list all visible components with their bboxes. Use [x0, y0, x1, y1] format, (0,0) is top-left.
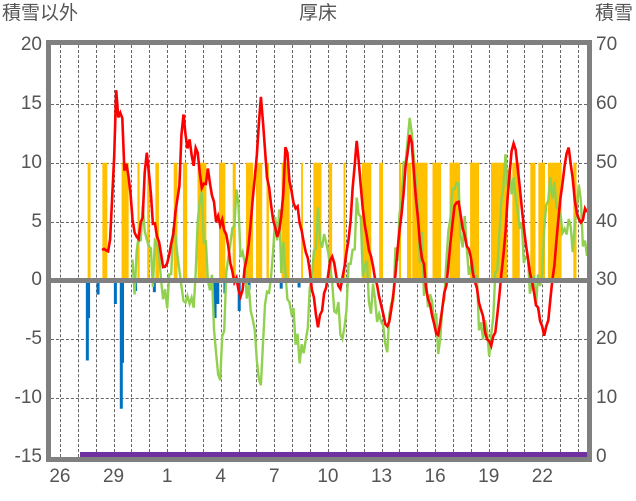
chart-title: 厚床 [298, 3, 337, 24]
gridline-vertical [488, 45, 490, 457]
gridline-vertical [131, 45, 133, 457]
y-tick-left: -10 [14, 387, 42, 409]
x-tick: 10 [317, 466, 339, 487]
y-tick-left: 10 [20, 151, 42, 173]
plot-area [46, 40, 592, 462]
y-tick-right: 20 [596, 328, 618, 350]
x-tick: 19 [478, 466, 500, 487]
x-tick: 29 [102, 466, 125, 487]
y-tick-right: 70 [596, 34, 618, 55]
data-series-layer [85, 90, 587, 409]
gridline-vertical [77, 45, 79, 457]
gridline-horizontal [51, 398, 587, 400]
left-axis-title: 積雪以外 [2, 3, 79, 24]
x-tick: 26 [49, 466, 71, 487]
right-axis-ticks: 70 60 50 40 30 20 10 0 [596, 0, 636, 501]
y-tick-left: 0 [31, 269, 42, 291]
gridline-vertical [167, 45, 169, 457]
y-tick-right: 0 [596, 446, 607, 467]
gridline-vertical [113, 45, 115, 457]
y-tick-right: 60 [596, 92, 618, 114]
zero-line [51, 278, 587, 284]
left-axis-ticks: 20 15 10 5 0 -5 -10 -15 [0, 0, 42, 501]
y-tick-right: 50 [596, 151, 618, 173]
x-tick: 1 [161, 466, 173, 487]
y-tick-right: 40 [596, 210, 618, 232]
x-tick: 7 [269, 466, 280, 487]
gridline-vertical [95, 45, 97, 457]
gridline-vertical [149, 45, 151, 457]
x-axis-ticks: 26 29 1 4 7 10 13 16 19 22 [46, 466, 592, 496]
gridline-horizontal [51, 339, 587, 341]
gridline-vertical [310, 45, 312, 457]
x-tick: 16 [424, 466, 446, 487]
gridline-vertical [292, 45, 294, 457]
gridline-vertical [524, 45, 526, 457]
gridline-vertical [274, 45, 276, 457]
right-axis-title: 積雪 [594, 3, 633, 24]
y-tick-left: 20 [20, 34, 42, 55]
purple-baseline [79, 452, 587, 457]
red-line-series [101, 90, 587, 351]
y-tick-right: 30 [596, 269, 618, 291]
x-tick: 22 [531, 466, 553, 487]
y-tick-left: -5 [25, 328, 42, 350]
gridline-horizontal [51, 103, 587, 105]
plot-inner [51, 45, 587, 457]
x-tick: 13 [370, 466, 393, 487]
y-tick-right: 10 [596, 387, 618, 409]
y-tick-left: 15 [20, 92, 42, 114]
y-tick-left: 5 [31, 210, 42, 232]
y-tick-left: -15 [14, 446, 42, 467]
gridline-vertical [578, 45, 580, 457]
gridline-vertical [59, 45, 61, 457]
x-tick: 4 [215, 466, 227, 487]
